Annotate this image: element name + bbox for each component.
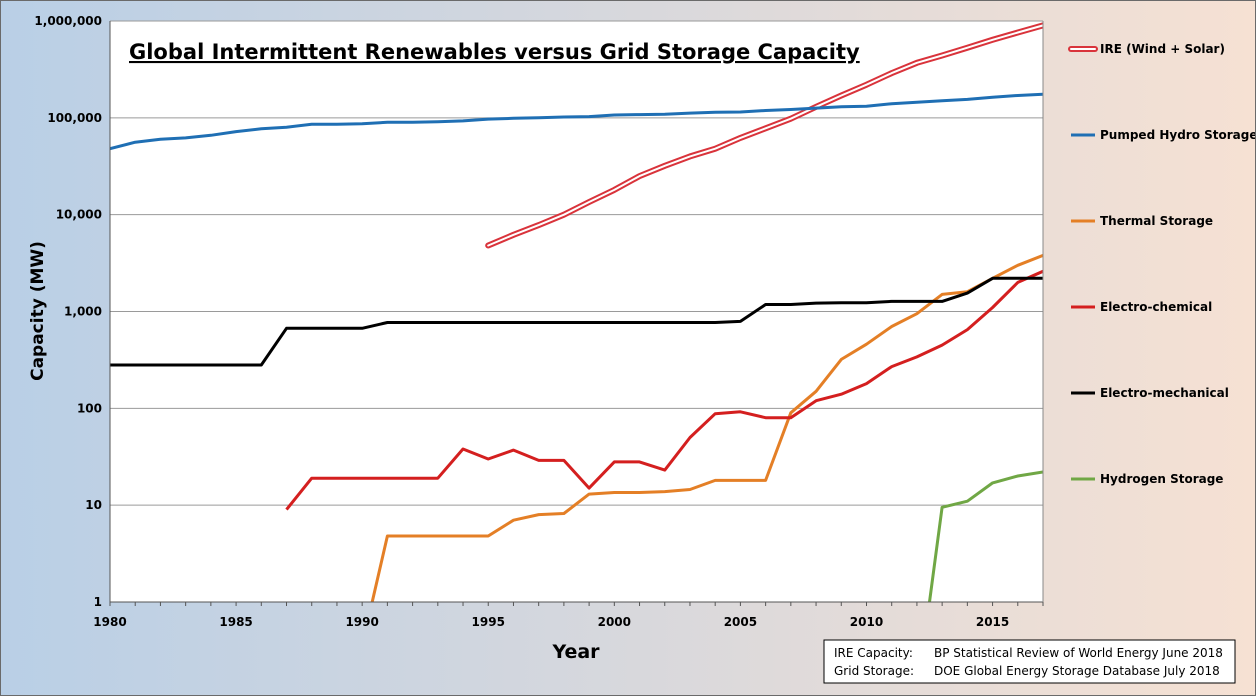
legend-item-ire-wind-solar: IRE (Wind + Solar) <box>1068 42 1225 56</box>
x-tick-label: 2000 <box>598 615 631 629</box>
legend-label: Electro-chemical <box>1100 300 1212 314</box>
legend-label: Hydrogen Storage <box>1100 472 1223 486</box>
x-tick-label: 1995 <box>472 615 505 629</box>
x-tick-label: 1980 <box>93 615 126 629</box>
y-tick-label: 100,000 <box>47 111 102 125</box>
legend-label: Pumped Hydro Storage <box>1100 128 1255 142</box>
series-line-ire-wind-solar-inner <box>487 24 1043 247</box>
legend-item-thermal-storage: Thermal Storage <box>1071 214 1213 228</box>
y-tick-label: 1,000 <box>64 305 102 319</box>
y-tick-label: 10 <box>85 498 102 512</box>
x-tick-label: 2015 <box>976 615 1009 629</box>
series-line-hydrogen-storage <box>928 470 1043 602</box>
source-ire-value: BP Statistical Review of World Energy Ju… <box>934 646 1223 660</box>
y-tick-label: 100 <box>77 401 102 415</box>
x-tick-label: 2005 <box>724 615 757 629</box>
source-ire-label: IRE Capacity: <box>834 646 913 660</box>
axes: 1 10 100 1,000 10,000 100,000 1,000,000 1980 198… <box>34 14 1044 629</box>
x-axis-label: Year <box>551 641 600 663</box>
source-storage-value: DOE Global Energy Storage Database July … <box>934 664 1220 678</box>
y-tick-label: 10,000 <box>56 208 102 222</box>
y-tick-label: 1,000,000 <box>34 14 102 28</box>
x-tick-label: 1985 <box>219 615 252 629</box>
x-tick-label: 2010 <box>850 615 883 629</box>
y-tick-label: 1 <box>94 595 102 609</box>
legend-label: Thermal Storage <box>1100 214 1213 228</box>
source-storage-label: Grid Storage: <box>834 664 914 678</box>
legend-item-electro-chemical: Electro-chemical <box>1071 300 1212 314</box>
x-tick-label: 1990 <box>345 615 378 629</box>
series-line-electro-chemical <box>285 269 1043 511</box>
series-lines <box>110 22 1043 602</box>
legend-label: IRE (Wind + Solar) <box>1100 42 1225 56</box>
legend-item-hydrogen-storage: Hydrogen Storage <box>1071 472 1223 486</box>
legend-item-electro-mechanical: Electro-mechanical <box>1071 386 1229 400</box>
legend-label: Electro-mechanical <box>1100 386 1229 400</box>
legend-item-pumped-hydro-storage: Pumped Hydro Storage <box>1071 128 1255 142</box>
series-line-electro-mechanical <box>110 276 1043 367</box>
legend: IRE (Wind + Solar) Pumped Hydro Storage Th… <box>1068 42 1255 486</box>
chart-title: Global Intermittent Renewables versus Gr… <box>129 40 860 64</box>
source-box-border <box>823 639 1236 684</box>
series-line-thermal-storage <box>370 254 1043 602</box>
source-box: IRE Capacity: BP Statistical Review of W… <box>823 639 1236 684</box>
series-line-pumped-hydro-storage <box>110 92 1043 151</box>
y-axis-label: Capacity (MW) <box>28 241 48 381</box>
